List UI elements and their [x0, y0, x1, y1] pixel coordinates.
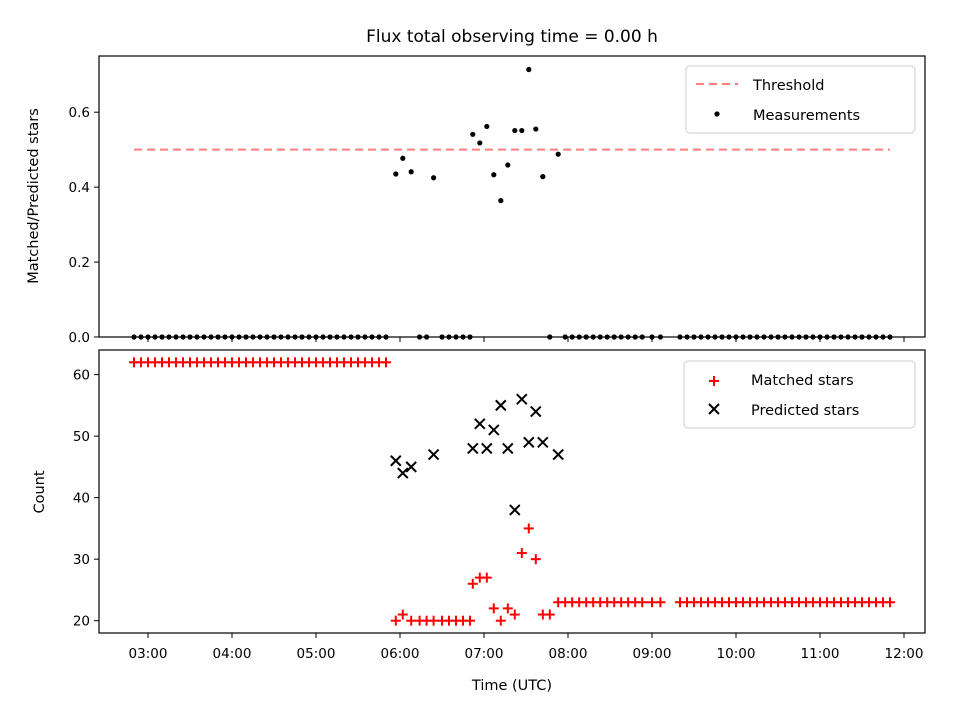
x-tick-label: 03:00: [129, 646, 168, 662]
measurement-point: [540, 174, 546, 180]
top-y-tick-label: 0.4: [69, 180, 90, 196]
bottom-y-axis-label: Count: [32, 470, 48, 513]
bottom-y-tick-label: 40: [73, 491, 90, 507]
predicted-star-point: [523, 436, 535, 448]
bottom-y-tick-label: 30: [73, 552, 90, 568]
measurement-point: [498, 198, 504, 204]
bottom-legend: Matched stars Predicted stars: [683, 360, 916, 429]
predicted-star-point: [488, 424, 500, 436]
matched-star-point: [406, 615, 417, 626]
bottom-y-tick-label: 20: [73, 614, 90, 630]
legend-predicted-swatch: [708, 403, 720, 415]
predicted-star-point: [516, 393, 528, 405]
predicted-star-point: [481, 442, 493, 455]
measurement-point: [408, 169, 414, 175]
predicted-star-point: [390, 455, 402, 467]
measurement-point: [393, 171, 399, 177]
matched-stars-points: [129, 357, 895, 626]
measurement-point: [477, 140, 483, 146]
measurement-point: [491, 172, 497, 178]
x-tick-label: 04:00: [213, 646, 252, 662]
predicted-star-point: [427, 448, 440, 461]
x-tick-label: 09:00: [633, 646, 672, 662]
matched-star-point: [465, 615, 475, 626]
matched-star-point: [647, 597, 657, 608]
top-y-tick-label: 0.2: [69, 255, 90, 271]
measurement-point: [519, 127, 525, 134]
measurement-point: [555, 151, 561, 157]
x-axis-label: Time (UTC): [471, 678, 552, 694]
measurement-point: [470, 131, 476, 137]
matched-star-point: [655, 597, 666, 608]
top-plot-frame: [98, 55, 926, 338]
bottom-plot-frame: [98, 349, 926, 634]
legend-matched-swatch: [709, 376, 719, 386]
x-tick-label: 06:00: [381, 646, 420, 662]
predicted-star-point: [552, 448, 564, 461]
matched-star-point: [428, 615, 439, 626]
top-panel: 0.0 0.2 0.4 0.6 Matched/Predicted stars Thr…: [26, 55, 926, 346]
bottom-y-tick-label: 50: [73, 429, 90, 445]
matched-star-point: [481, 572, 492, 583]
chart-title: Flux total observing time = 0.00 h: [366, 27, 658, 47]
matched-star-point: [516, 548, 527, 559]
predicted-star-point: [474, 418, 486, 430]
predicted-star-point: [509, 504, 521, 516]
matched-star-point: [495, 615, 506, 626]
matched-star-point: [381, 357, 391, 368]
measurement-point: [484, 123, 490, 130]
matched-star-point: [488, 603, 499, 614]
predicted-star-point: [467, 442, 479, 455]
predicted-star-point: [530, 405, 542, 418]
matched-star-point: [523, 523, 534, 534]
top-y-tick-label: 0.0: [69, 330, 90, 346]
x-tick-label: 05:00: [297, 646, 336, 662]
bottom-legend-box: [683, 360, 916, 429]
legend-predicted-label: Predicted stars: [751, 403, 859, 419]
predicted-star-point: [397, 467, 409, 479]
x-tick-label: 11:00: [801, 646, 840, 662]
predicted-star-point: [495, 399, 507, 412]
matched-star-point: [637, 597, 648, 608]
legend-matched-label: Matched stars: [751, 373, 854, 389]
legend-measurement-swatch: [714, 111, 720, 117]
legend-measurements-label: Measurements: [753, 108, 860, 124]
top-y-axis-label: Matched/Predicted stars: [26, 108, 42, 284]
matched-star-point: [502, 603, 513, 614]
predicted-star-point: [405, 461, 417, 473]
top-legend: Threshold Measurements: [685, 65, 916, 134]
measurement-point: [400, 155, 406, 161]
matched-star-point: [530, 554, 541, 565]
measurement-point: [526, 66, 532, 73]
bottom-panel: 20 30 40 50 60 03:00 04:00 05:00 06:00 07:00 08:00…: [32, 349, 926, 694]
x-tick-label: 10:00: [717, 646, 756, 662]
predicted-stars-points: [390, 393, 564, 516]
matched-star-point: [390, 615, 401, 626]
measurement-point: [533, 126, 539, 132]
top-y-tick-label: 0.6: [69, 105, 90, 121]
top-ticks: 0.0 0.2 0.4 0.6: [69, 105, 905, 346]
measurement-point: [512, 127, 518, 134]
legend-threshold-label: Threshold: [752, 78, 824, 94]
x-tick-label: 12:00: [885, 646, 924, 662]
measurement-point: [505, 162, 511, 168]
x-tick-label: 08:00: [549, 646, 588, 662]
top-legend-box: [685, 65, 916, 134]
measurement-point: [431, 175, 437, 181]
predicted-star-point: [537, 436, 549, 448]
matched-star-point: [467, 578, 478, 589]
matched-star-point: [509, 609, 520, 620]
x-tick-label: 07:00: [465, 646, 504, 662]
bottom-y-tick-label: 60: [73, 368, 90, 384]
matched-star-point: [397, 609, 408, 620]
matched-star-point: [544, 609, 555, 620]
predicted-star-point: [502, 442, 514, 455]
bottom-ticks: 20 30 40 50 60 03:00 04:00 05:00 06:00 07:00 08:00…: [73, 368, 924, 662]
matched-star-point: [885, 597, 895, 608]
